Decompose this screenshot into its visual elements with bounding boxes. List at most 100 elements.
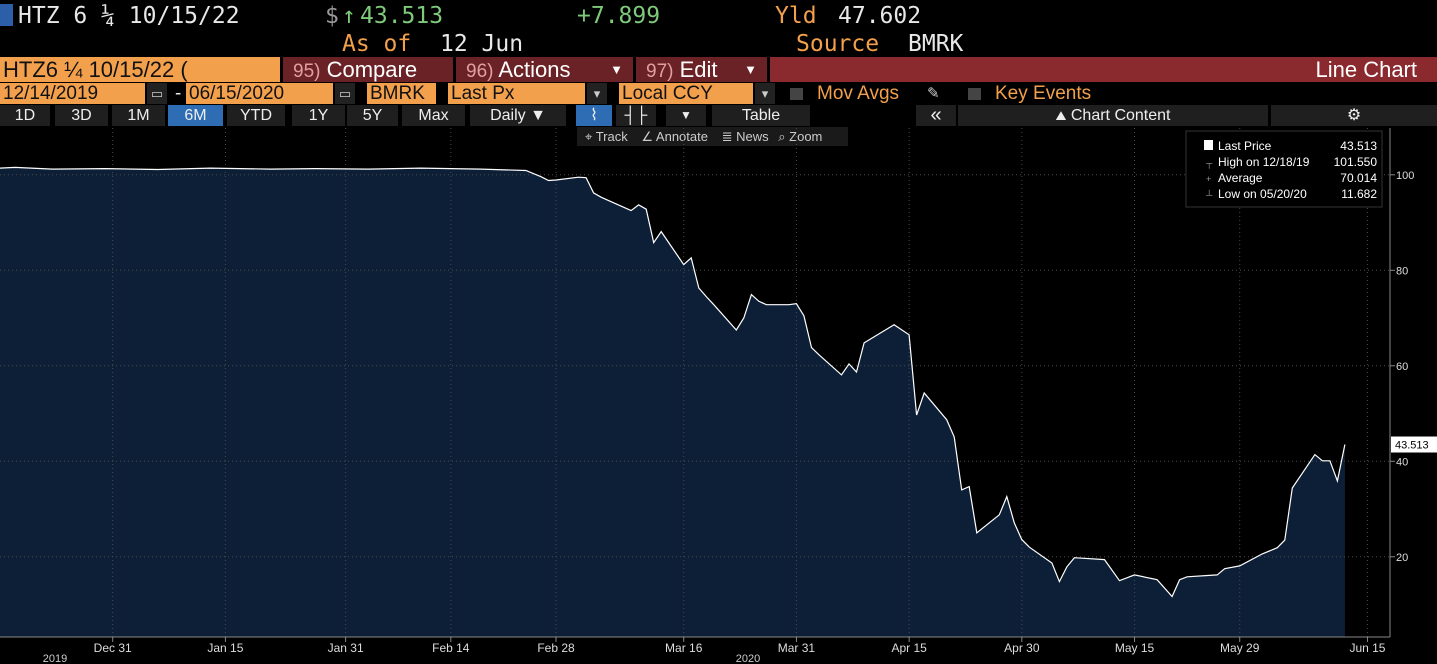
dropdown[interactable]: ▼ xyxy=(666,105,706,126)
y-tick-label: 20 xyxy=(1396,552,1408,564)
start-date[interactable]: 12/14/2019 xyxy=(0,83,145,104)
mov-avgs[interactable]: Mov Avgs xyxy=(817,83,900,104)
legend-swatch xyxy=(1204,140,1213,150)
line-icon[interactable]: ⌇ xyxy=(576,105,612,126)
legend-icon: + xyxy=(1206,174,1211,184)
year-label: 2019 xyxy=(43,653,67,664)
compare-tab[interactable]: 95) Compare xyxy=(283,57,453,82)
legend-icon: ┬ xyxy=(1205,158,1213,169)
x-tick-label: May 29 xyxy=(1220,641,1260,655)
calendar-icon[interactable]: ▭ xyxy=(335,83,355,104)
collapse-button[interactable]: « xyxy=(916,105,956,126)
tab-label: Edit xyxy=(679,57,718,82)
legend-label: Last Price xyxy=(1218,139,1272,153)
yield: 47.602 xyxy=(838,3,922,29)
x-tick-label: Jun 15 xyxy=(1349,641,1385,655)
tab-label: Actions xyxy=(498,57,571,82)
chart-content-label: Chart Content xyxy=(1070,107,1171,124)
tool-label: Annotate xyxy=(655,129,708,144)
legend-value: 11.682 xyxy=(1341,187,1377,201)
end-date[interactable]: 06/15/2020 xyxy=(186,83,333,104)
period-button[interactable]: 3D xyxy=(55,105,108,126)
tool[interactable]: ≣ News xyxy=(721,129,769,144)
plot xyxy=(0,167,1345,637)
source-label: Source xyxy=(796,31,880,57)
edit-tab[interactable]: 97) Edit ▼ xyxy=(636,57,767,82)
tab-key: 97) xyxy=(646,61,674,82)
date-separator: - xyxy=(175,83,182,104)
tab-key: 95) xyxy=(293,61,321,82)
x-tick-label: Feb 28 xyxy=(537,641,575,655)
legend-value: 101.550 xyxy=(1334,155,1378,169)
x-tick-label: Mar 31 xyxy=(778,641,816,655)
table-button[interactable]: Table xyxy=(712,105,810,126)
period-button[interactable]: YTD xyxy=(227,105,285,126)
period-button[interactable]: 5Y xyxy=(347,105,398,126)
arrow: ↑ xyxy=(342,3,356,29)
chart-content[interactable]: ⛰ Chart Content xyxy=(958,105,1268,126)
x-tick-label: Feb 14 xyxy=(432,641,470,655)
bar-icon[interactable]: ┤├ xyxy=(616,105,656,126)
tool-label: Zoom xyxy=(789,129,823,144)
frequency-label: Daily xyxy=(490,107,526,124)
status-square xyxy=(0,4,13,26)
y-tick-label: 60 xyxy=(1396,361,1408,373)
yield-label: Yld xyxy=(775,3,817,29)
tool-label: Track xyxy=(595,129,628,144)
x-tick-label: Apr 30 xyxy=(1004,641,1040,655)
x-tick-label: Dec 31 xyxy=(94,641,132,655)
chart-tools: ⌖ Track ∠ Annotate ≣ News ⌕ Zoom xyxy=(577,127,848,146)
legend-label: High on 12/18/19 xyxy=(1218,155,1310,169)
source: BMRK xyxy=(908,31,964,57)
x-tick-label: Jan 31 xyxy=(328,641,364,655)
ticker: HTZ 6 ¼ 10/15/22 xyxy=(18,3,240,29)
legend-label: Low on 05/20/20 xyxy=(1218,187,1307,201)
tool[interactable]: ⌖ Track xyxy=(585,129,628,144)
price-line xyxy=(0,166,1346,598)
area xyxy=(0,167,1345,637)
currency-select[interactable]: Local CCY xyxy=(619,83,753,104)
tab-key: 96) xyxy=(466,61,494,82)
x-tick-label: Apr 15 xyxy=(891,641,927,655)
checkbox[interactable] xyxy=(790,88,803,100)
y-tick-label: 80 xyxy=(1396,265,1408,277)
actions-tab[interactable]: 96) Actions ▼ xyxy=(456,57,633,82)
field-select[interactable]: Last Px xyxy=(448,83,585,104)
x-tick-label: Jan 15 xyxy=(207,641,243,655)
caret: ▼ xyxy=(610,62,623,77)
dropdown[interactable]: ▾ xyxy=(755,83,775,104)
pencil-icon[interactable]: ✎ xyxy=(927,85,940,102)
y-tick-label: 100 xyxy=(1396,170,1414,182)
period-button[interactable]: 1D xyxy=(0,105,50,126)
chart-icon: ⛰ xyxy=(1055,108,1067,123)
settings-gear[interactable]: ⚙ xyxy=(1271,105,1437,126)
period-button[interactable]: 1Y xyxy=(292,105,345,126)
key-events[interactable]: Key Events xyxy=(995,83,1092,104)
last-price-tag xyxy=(1391,436,1437,453)
chart-type-bar: Line Chart xyxy=(770,57,1437,82)
tab-label: Compare xyxy=(326,57,418,82)
currency: $ xyxy=(325,3,339,29)
period-button[interactable]: 6M xyxy=(168,105,223,126)
period-button[interactable]: 1M xyxy=(112,105,165,126)
tool[interactable]: ⌕ Zoom xyxy=(778,129,823,144)
security-field[interactable]: HTZ6 ¼ 10/15/22 ( xyxy=(0,57,280,82)
legend-label: Average xyxy=(1218,171,1263,185)
source-field[interactable]: BMRK xyxy=(367,83,436,104)
y-tick-label: 40 xyxy=(1396,456,1408,468)
change: +7.899 xyxy=(577,3,661,29)
tool[interactable]: ∠ Annotate xyxy=(641,129,708,144)
checkbox[interactable] xyxy=(968,88,981,100)
dropdown[interactable]: ▾ xyxy=(587,83,607,104)
caret: ▼ xyxy=(744,62,757,77)
tool-label: News xyxy=(736,129,769,144)
legend-value: 43.513 xyxy=(1340,139,1377,153)
calendar-icon[interactable]: ▭ xyxy=(147,83,167,104)
frequency[interactable]: Daily ▼ xyxy=(470,105,566,126)
period-button[interactable]: Max xyxy=(402,105,465,126)
as-of: 12 Jun xyxy=(440,31,524,57)
x-tick-label: May 15 xyxy=(1115,641,1155,655)
as-of-label: As of xyxy=(342,31,412,57)
